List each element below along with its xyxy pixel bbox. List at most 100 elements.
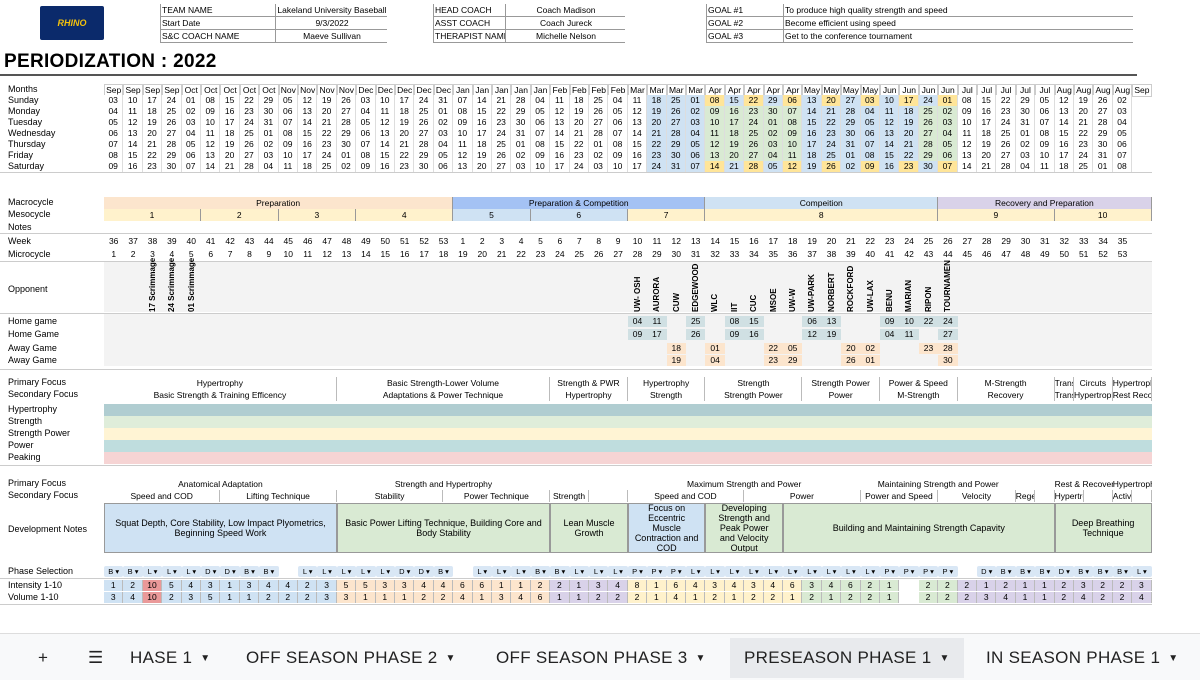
microcycle-cell[interactable]: 14 (361, 249, 371, 259)
day-cell[interactable]: 15 (220, 95, 240, 106)
phase-select[interactable]: L ▾ (724, 566, 745, 577)
phase-select[interactable]: B ▾ (996, 566, 1016, 577)
day-cell[interactable]: 02 (259, 139, 279, 150)
day-cell[interactable]: 16 (880, 161, 900, 172)
day-cell[interactable]: 20 (142, 128, 163, 139)
day-cell[interactable]: 30 (841, 128, 861, 139)
day-cell[interactable]: 14 (123, 139, 143, 150)
volume-cell[interactable]: 2 (705, 592, 725, 603)
day-cell[interactable]: 17 (899, 95, 919, 106)
phase-select[interactable]: P ▾ (647, 566, 667, 577)
day-cell[interactable]: 04 (860, 106, 880, 117)
day-cell[interactable]: 05 (1035, 95, 1055, 106)
week-cell[interactable]: 9 (615, 236, 621, 246)
development-note[interactable]: Squat Depth, Core Stability, Low Impact … (104, 503, 337, 553)
microcycle-cell[interactable]: 47 (1001, 249, 1011, 259)
day-cell[interactable]: 31 (433, 95, 454, 106)
day-cell[interactable]: 22 (996, 95, 1016, 106)
week-cell[interactable]: 10 (632, 236, 643, 246)
secondary-focus-2b[interactable] (589, 490, 628, 502)
development-note[interactable]: Deep Breathing Technique (1054, 503, 1152, 553)
day-cell[interactable]: 25 (317, 161, 337, 172)
day-cell[interactable]: 27 (666, 117, 686, 128)
day-cell[interactable]: 24 (918, 95, 939, 106)
home-game-cell[interactable]: 25 (686, 316, 706, 327)
secondary-focus-2b[interactable]: Power Technique (444, 490, 551, 502)
day-cell[interactable]: 13 (1054, 106, 1074, 117)
day-cell[interactable]: 24 (996, 117, 1016, 128)
day-cell[interactable]: 20 (220, 150, 240, 161)
day-cell[interactable]: 23 (821, 128, 842, 139)
away-game-cell[interactable]: 22 (763, 343, 783, 354)
day-cell[interactable]: 23 (492, 117, 512, 128)
week-cell[interactable]: 26 (943, 236, 953, 246)
day-cell[interactable]: 19 (977, 139, 997, 150)
day-cell[interactable]: 26 (162, 117, 182, 128)
day-cell[interactable]: 17 (724, 117, 745, 128)
volume-cell[interactable]: 1 (686, 592, 706, 603)
away-game-cell[interactable]: 19 (666, 355, 686, 366)
day-cell[interactable]: 17 (977, 117, 997, 128)
secondary-focus-2b[interactable]: Lifting Technique (220, 490, 337, 502)
volume-cell[interactable]: 2 (918, 592, 939, 603)
phase-select[interactable]: P ▾ (627, 566, 648, 577)
day-cell[interactable]: 23 (142, 161, 163, 172)
volume-cell[interactable]: 2 (162, 592, 182, 603)
day-cell[interactable]: 07 (530, 128, 551, 139)
day-cell[interactable]: 09 (278, 139, 298, 150)
week-cell[interactable]: 36 (108, 236, 119, 246)
volume-cell[interactable]: 1 (239, 592, 260, 603)
volume-cell[interactable]: 2 (1093, 592, 1113, 603)
microcycle-cell[interactable]: 9 (266, 249, 272, 259)
phase-select[interactable]: L ▾ (763, 566, 783, 577)
day-cell[interactable]: 03 (686, 117, 706, 128)
day-cell[interactable]: 21 (220, 161, 240, 172)
add-sheet-button[interactable]: + (38, 648, 49, 667)
away-game-cell[interactable]: 01 (705, 343, 725, 354)
day-cell[interactable]: 16 (298, 139, 318, 150)
phase-select[interactable]: L ▾ (1132, 566, 1152, 577)
volume-cell[interactable]: 1 (880, 592, 900, 603)
secondary-focus-2[interactable]: Hypertrophy (1054, 490, 1084, 502)
secondary-focus-2[interactable]: Regeneration (1016, 490, 1036, 502)
intensity-cell[interactable]: 1 (647, 580, 667, 591)
day-cell[interactable]: 07 (686, 161, 706, 172)
day-cell[interactable]: 05 (686, 139, 706, 150)
phase-select[interactable]: B ▾ (1093, 566, 1113, 577)
day-cell[interactable]: 25 (1074, 161, 1094, 172)
home-game-cell[interactable]: 13 (821, 316, 842, 327)
opponent-label[interactable]: UW-LAX (865, 280, 875, 312)
day-cell[interactable]: 21 (647, 128, 667, 139)
mesocycle-band[interactable]: 2 (201, 209, 279, 221)
macrocycle-band[interactable]: Recovery and Preparation (938, 197, 1152, 209)
day-cell[interactable]: 21 (142, 139, 163, 150)
day-cell[interactable]: 03 (1015, 150, 1036, 161)
day-cell[interactable]: 21 (395, 139, 415, 150)
day-cell[interactable]: 09 (453, 117, 473, 128)
day-cell[interactable]: 29 (414, 150, 434, 161)
secondary-focus-2b[interactable] (1132, 490, 1152, 502)
microcycle-cell[interactable]: 29 (652, 249, 662, 259)
day-cell[interactable]: 20 (821, 95, 842, 106)
macrocycle-band[interactable]: Preparation (104, 197, 454, 209)
day-cell[interactable]: 09 (957, 106, 977, 117)
phase-select[interactable]: B ▾ (104, 566, 124, 577)
day-cell[interactable]: 03 (589, 161, 609, 172)
day-cell[interactable]: 02 (686, 106, 706, 117)
phase-select[interactable]: D ▾ (395, 566, 415, 577)
day-cell[interactable]: 30 (336, 139, 357, 150)
day-cell[interactable]: 18 (647, 95, 667, 106)
day-cell[interactable]: 27 (336, 106, 357, 117)
opponent-label[interactable]: TOURNAMEN (943, 260, 953, 312)
phase-select[interactable]: D ▾ (977, 566, 997, 577)
day-cell[interactable]: 06 (608, 117, 628, 128)
volume-cell[interactable]: 3 (336, 592, 357, 603)
day-cell[interactable]: 20 (899, 128, 919, 139)
week-cell[interactable]: 17 (768, 236, 779, 246)
day-cell[interactable]: 25 (589, 95, 609, 106)
opponent-label[interactable]: 17 Scrimmage (147, 257, 157, 312)
microcycle-cell[interactable]: 3 (150, 249, 155, 259)
day-cell[interactable]: 24 (744, 117, 764, 128)
day-cell[interactable]: 03 (763, 139, 783, 150)
primary-focus-2[interactable]: Maintaining Strength and Power (877, 479, 999, 489)
